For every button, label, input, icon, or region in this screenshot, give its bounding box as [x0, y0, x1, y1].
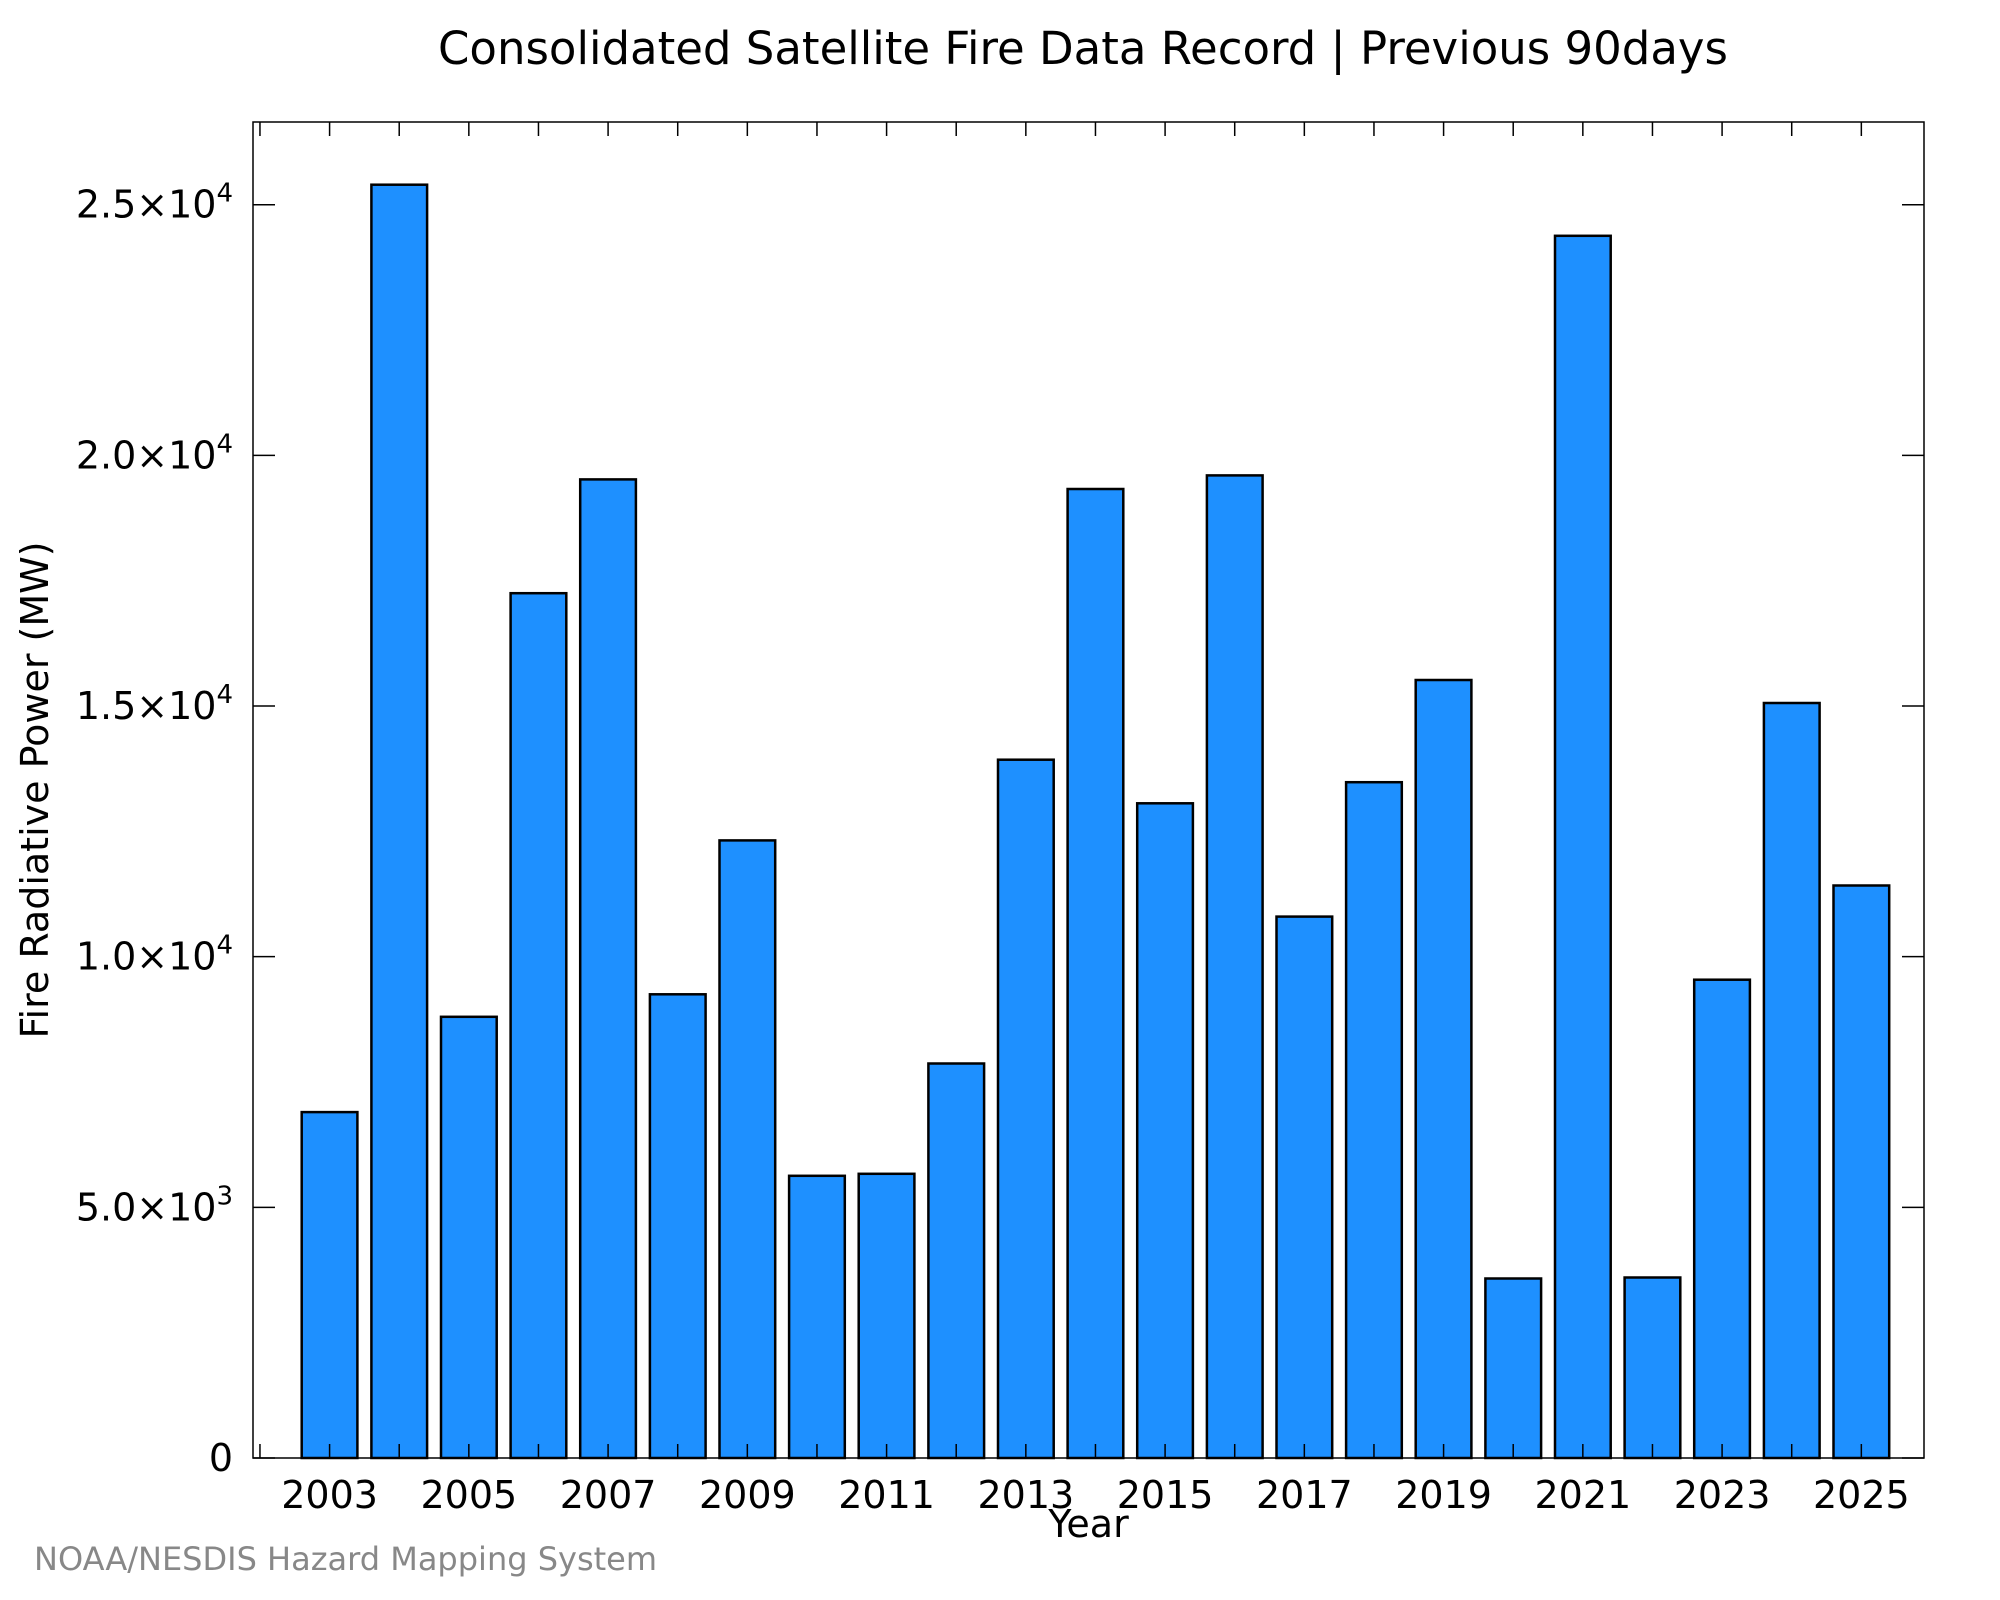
y-tick-label: 1.5×104	[76, 680, 233, 728]
bar-2004	[370, 183, 429, 1460]
y-axis-title: Fire Radiative Power (MW)	[13, 541, 57, 1038]
y-tick-label: 2.5×104	[76, 179, 233, 227]
x-tick-label: 2023	[1674, 1473, 1771, 1517]
x-tick-label: 2005	[420, 1473, 517, 1517]
y-tick-mantissa: 5.0×10	[76, 1185, 217, 1229]
y-tick-label: 0	[209, 1436, 233, 1480]
x-tick-label: 2009	[699, 1473, 796, 1517]
source-credit: NOAA/NESDIS Hazard Mapping System	[34, 1540, 658, 1578]
x-tick-label: 2019	[1395, 1473, 1492, 1517]
bar-2018	[1344, 780, 1404, 1460]
y-tick-mantissa: 2.0×10	[76, 433, 217, 477]
bar-2005	[439, 1015, 498, 1460]
x-tick-label: 2013	[977, 1473, 1074, 1517]
bar-2015	[1135, 802, 1195, 1460]
bar-2016	[1205, 474, 1264, 1460]
x-tick-label: 2017	[1256, 1473, 1353, 1517]
x-tick-label: 2011	[838, 1473, 935, 1517]
x-axis-title: Year	[1047, 1502, 1129, 1546]
x-tick-label: 2015	[1117, 1473, 1214, 1517]
y-tick-mantissa: 1.5×10	[76, 684, 217, 728]
y-tick-exponent: 4	[216, 931, 233, 961]
bar-2007	[578, 478, 638, 1460]
x-tick-label: 2025	[1813, 1473, 1910, 1517]
bar-2019	[1414, 678, 1473, 1460]
plot-frame	[252, 121, 1925, 1459]
y-tick-mantissa: 0	[209, 1436, 233, 1480]
x-tick-label: 2021	[1534, 1473, 1631, 1517]
bar-2003	[300, 1110, 359, 1460]
bar-2012	[927, 1062, 986, 1460]
y-tick-exponent: 4	[216, 680, 233, 710]
bar-2013	[996, 758, 1055, 1460]
bar-2017	[1275, 915, 1334, 1460]
bar-2006	[509, 591, 568, 1460]
bar-2024	[1762, 701, 1821, 1460]
x-tick-label: 2003	[281, 1473, 378, 1517]
ticks-group	[253, 122, 1924, 1459]
tick-labels-group: 2003 2005 2007 2009 2011 2013 2015 2017 2019 2021…	[76, 179, 1910, 1517]
y-tick-exponent: 3	[216, 1181, 233, 1211]
bars-group	[300, 183, 1891, 1460]
bar-2011	[857, 1172, 916, 1460]
bar-2021	[1553, 234, 1612, 1460]
y-tick-label: 1.0×104	[76, 931, 233, 979]
x-tick-label: 2007	[560, 1473, 657, 1517]
bar-2023	[1692, 978, 1752, 1460]
bar-2010	[787, 1174, 847, 1460]
bar-2008	[648, 993, 707, 1460]
y-tick-label: 5.0×103	[76, 1181, 233, 1229]
bar-2020	[1484, 1277, 1543, 1460]
bar-2009	[718, 839, 777, 1460]
chart-title: Consolidated Satellite Fire Data Record …	[438, 22, 1728, 75]
y-tick-label: 2.0×104	[76, 429, 233, 477]
y-tick-exponent: 4	[216, 429, 233, 459]
bar-2014	[1066, 487, 1125, 1460]
y-tick-mantissa: 1.0×10	[76, 935, 217, 979]
bar-2022	[1623, 1276, 1682, 1460]
y-tick-mantissa: 2.5×10	[76, 183, 217, 227]
bar-2025	[1832, 884, 1891, 1460]
y-tick-exponent: 4	[216, 179, 233, 209]
